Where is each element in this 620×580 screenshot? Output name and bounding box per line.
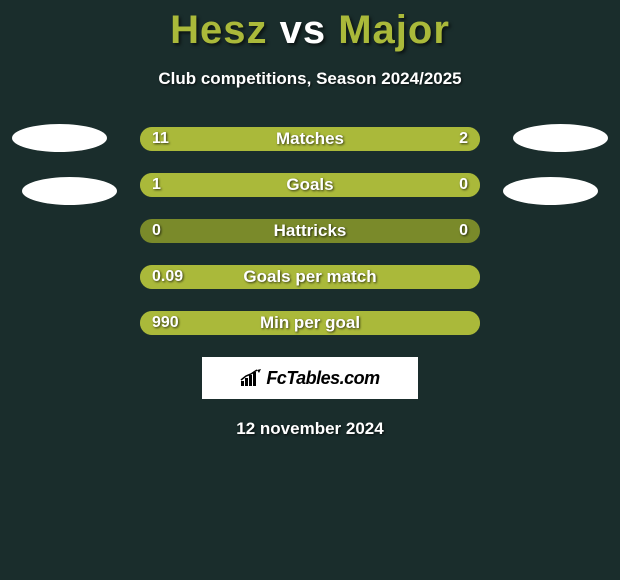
stat-bar: Min per goal990 <box>140 311 480 335</box>
chart-icon <box>240 369 262 387</box>
vs-label: vs <box>280 8 327 52</box>
player2-name: Major <box>338 8 450 52</box>
logo-text: FcTables.com <box>266 368 379 389</box>
stats-list: Matches112Goals10Hattricks00Goals per ma… <box>0 127 620 335</box>
stat-row: Matches11 2 <box>0 127 620 151</box>
page-title: Hesz vs Major <box>170 8 450 53</box>
stat-bar: Goals per match0.09 <box>140 265 480 289</box>
stat-row: Hattricks0 0 <box>0 219 620 243</box>
stat-value-left: 0 <box>152 219 161 243</box>
stat-value-right: 2 <box>459 127 468 151</box>
player1-name: Hesz <box>170 8 267 52</box>
fctables-logo[interactable]: FcTables.com <box>202 357 418 399</box>
stat-label: Hattricks <box>140 219 480 243</box>
stat-value-right: 0 <box>459 219 468 243</box>
stat-value-left: 0.09 <box>152 265 183 289</box>
stat-value-left: 990 <box>152 311 179 335</box>
stat-value-left: 1 <box>152 173 161 197</box>
stat-value-left: 11 <box>152 127 169 151</box>
stat-bar: Matches11 2 <box>140 127 480 151</box>
stat-label: Goals <box>140 173 480 197</box>
stat-row: Goals per match0.09 <box>0 265 620 289</box>
stat-label: Min per goal <box>140 311 480 335</box>
stat-bar: Goals1 0 <box>140 173 480 197</box>
stat-value-right: 0 <box>459 173 468 197</box>
stat-row: Min per goal990 <box>0 311 620 335</box>
stats-card: Hesz vs Major Club competitions, Season … <box>0 0 620 439</box>
stat-row: Goals1 0 <box>0 173 620 197</box>
subtitle: Club competitions, Season 2024/2025 <box>158 69 461 89</box>
stat-bar: Hattricks0 0 <box>140 219 480 243</box>
date-label: 12 november 2024 <box>236 419 383 439</box>
stat-label: Goals per match <box>140 265 480 289</box>
stat-label: Matches <box>140 127 480 151</box>
